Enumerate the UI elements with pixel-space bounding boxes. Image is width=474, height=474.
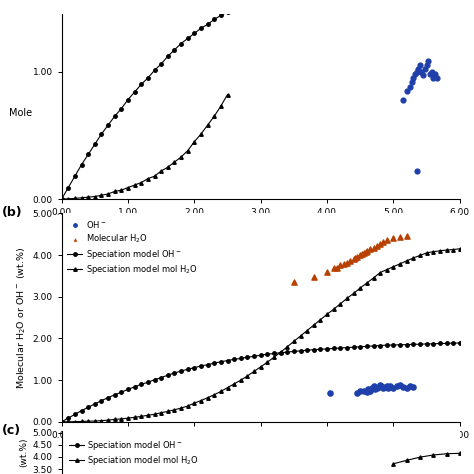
Text: Mole: Mole bbox=[9, 109, 33, 118]
Point bbox=[424, 58, 432, 65]
Point bbox=[330, 264, 337, 272]
Point bbox=[356, 251, 364, 259]
Point bbox=[358, 250, 365, 258]
Point bbox=[400, 96, 407, 103]
Point bbox=[365, 385, 372, 393]
Point bbox=[433, 74, 440, 82]
Point bbox=[380, 239, 387, 246]
Point bbox=[386, 383, 394, 390]
Point bbox=[337, 262, 344, 269]
Point bbox=[403, 384, 410, 392]
Point bbox=[310, 273, 318, 281]
Point bbox=[376, 382, 384, 389]
X-axis label: Total H$_2$O (wt.%): Total H$_2$O (wt.%) bbox=[217, 220, 305, 234]
Y-axis label: Mole…: Mole… bbox=[0, 473, 1, 474]
Point bbox=[396, 234, 404, 241]
Point bbox=[290, 278, 298, 286]
Point bbox=[366, 387, 374, 394]
Speciation model mol H$_2$O bbox=[404, 457, 410, 463]
Point bbox=[380, 384, 387, 392]
Point bbox=[375, 383, 383, 391]
Point bbox=[360, 249, 367, 257]
Point bbox=[403, 87, 410, 94]
Point bbox=[411, 70, 419, 78]
Point bbox=[360, 387, 367, 394]
Point bbox=[323, 268, 331, 275]
Point bbox=[413, 68, 420, 75]
Point bbox=[333, 264, 341, 271]
Speciation model mol H$_2$O bbox=[430, 452, 436, 458]
Point bbox=[371, 385, 379, 393]
Legend: OH$^-$, Molecular H$_2$O, Speciation model OH$^-$, Speciation model mol H$_2$O: OH$^-$, Molecular H$_2$O, Speciation mod… bbox=[66, 218, 200, 278]
Point bbox=[370, 383, 377, 390]
Point bbox=[363, 388, 371, 396]
Speciation model mol H$_2$O bbox=[391, 461, 396, 466]
Point bbox=[383, 382, 391, 389]
Point bbox=[373, 242, 381, 250]
Point bbox=[410, 74, 417, 82]
Point bbox=[406, 83, 414, 91]
Point bbox=[366, 245, 374, 253]
Legend: Speciation model OH$^-$, Speciation model mol H$_2$O: Speciation model OH$^-$, Speciation mode… bbox=[66, 436, 203, 471]
Point bbox=[416, 62, 424, 69]
Point bbox=[423, 62, 430, 69]
Point bbox=[362, 248, 369, 255]
Point bbox=[406, 383, 414, 390]
Point bbox=[418, 68, 425, 75]
Point bbox=[396, 382, 404, 389]
Text: (b): (b) bbox=[2, 206, 23, 219]
Line: Speciation model mol H$_2$O: Speciation model mol H$_2$O bbox=[392, 452, 462, 465]
Point bbox=[426, 70, 434, 78]
Point bbox=[390, 235, 397, 242]
Point bbox=[327, 390, 334, 397]
X-axis label: Total H$_2$O (wt.%): Total H$_2$O (wt.%) bbox=[217, 443, 305, 456]
Point bbox=[408, 78, 416, 86]
Point bbox=[351, 255, 359, 262]
Y-axis label: Molecular H$_2$O or OH$^-$ (wt.%): Molecular H$_2$O or OH$^-$ (wt.%) bbox=[16, 246, 28, 389]
Point bbox=[390, 384, 397, 392]
Point bbox=[353, 389, 361, 396]
Point bbox=[428, 68, 436, 75]
Point bbox=[393, 383, 401, 390]
Point bbox=[419, 72, 427, 79]
Point bbox=[340, 260, 347, 268]
Point bbox=[403, 232, 410, 240]
Speciation model mol H$_2$O bbox=[444, 451, 449, 456]
Point bbox=[353, 253, 361, 261]
Speciation model mol H$_2$O bbox=[457, 450, 463, 456]
Point bbox=[356, 388, 364, 395]
Point bbox=[431, 70, 438, 78]
Y-axis label: (wt.%): (wt.%) bbox=[19, 438, 28, 467]
Point bbox=[421, 65, 428, 73]
Point bbox=[368, 384, 375, 392]
Point bbox=[410, 383, 417, 391]
Point bbox=[350, 255, 357, 263]
Point bbox=[414, 65, 422, 73]
Text: (c): (c) bbox=[2, 424, 21, 437]
Point bbox=[373, 384, 381, 392]
Point bbox=[400, 383, 407, 391]
Point bbox=[429, 74, 437, 82]
Point bbox=[384, 384, 392, 392]
Speciation model mol H$_2$O bbox=[417, 455, 423, 460]
Point bbox=[383, 237, 391, 244]
Point bbox=[376, 240, 384, 247]
Point bbox=[370, 244, 377, 251]
Point bbox=[346, 257, 354, 265]
Point bbox=[343, 259, 351, 266]
Point bbox=[378, 383, 385, 390]
Point bbox=[413, 167, 420, 175]
Point bbox=[382, 383, 389, 391]
Point bbox=[363, 247, 371, 255]
